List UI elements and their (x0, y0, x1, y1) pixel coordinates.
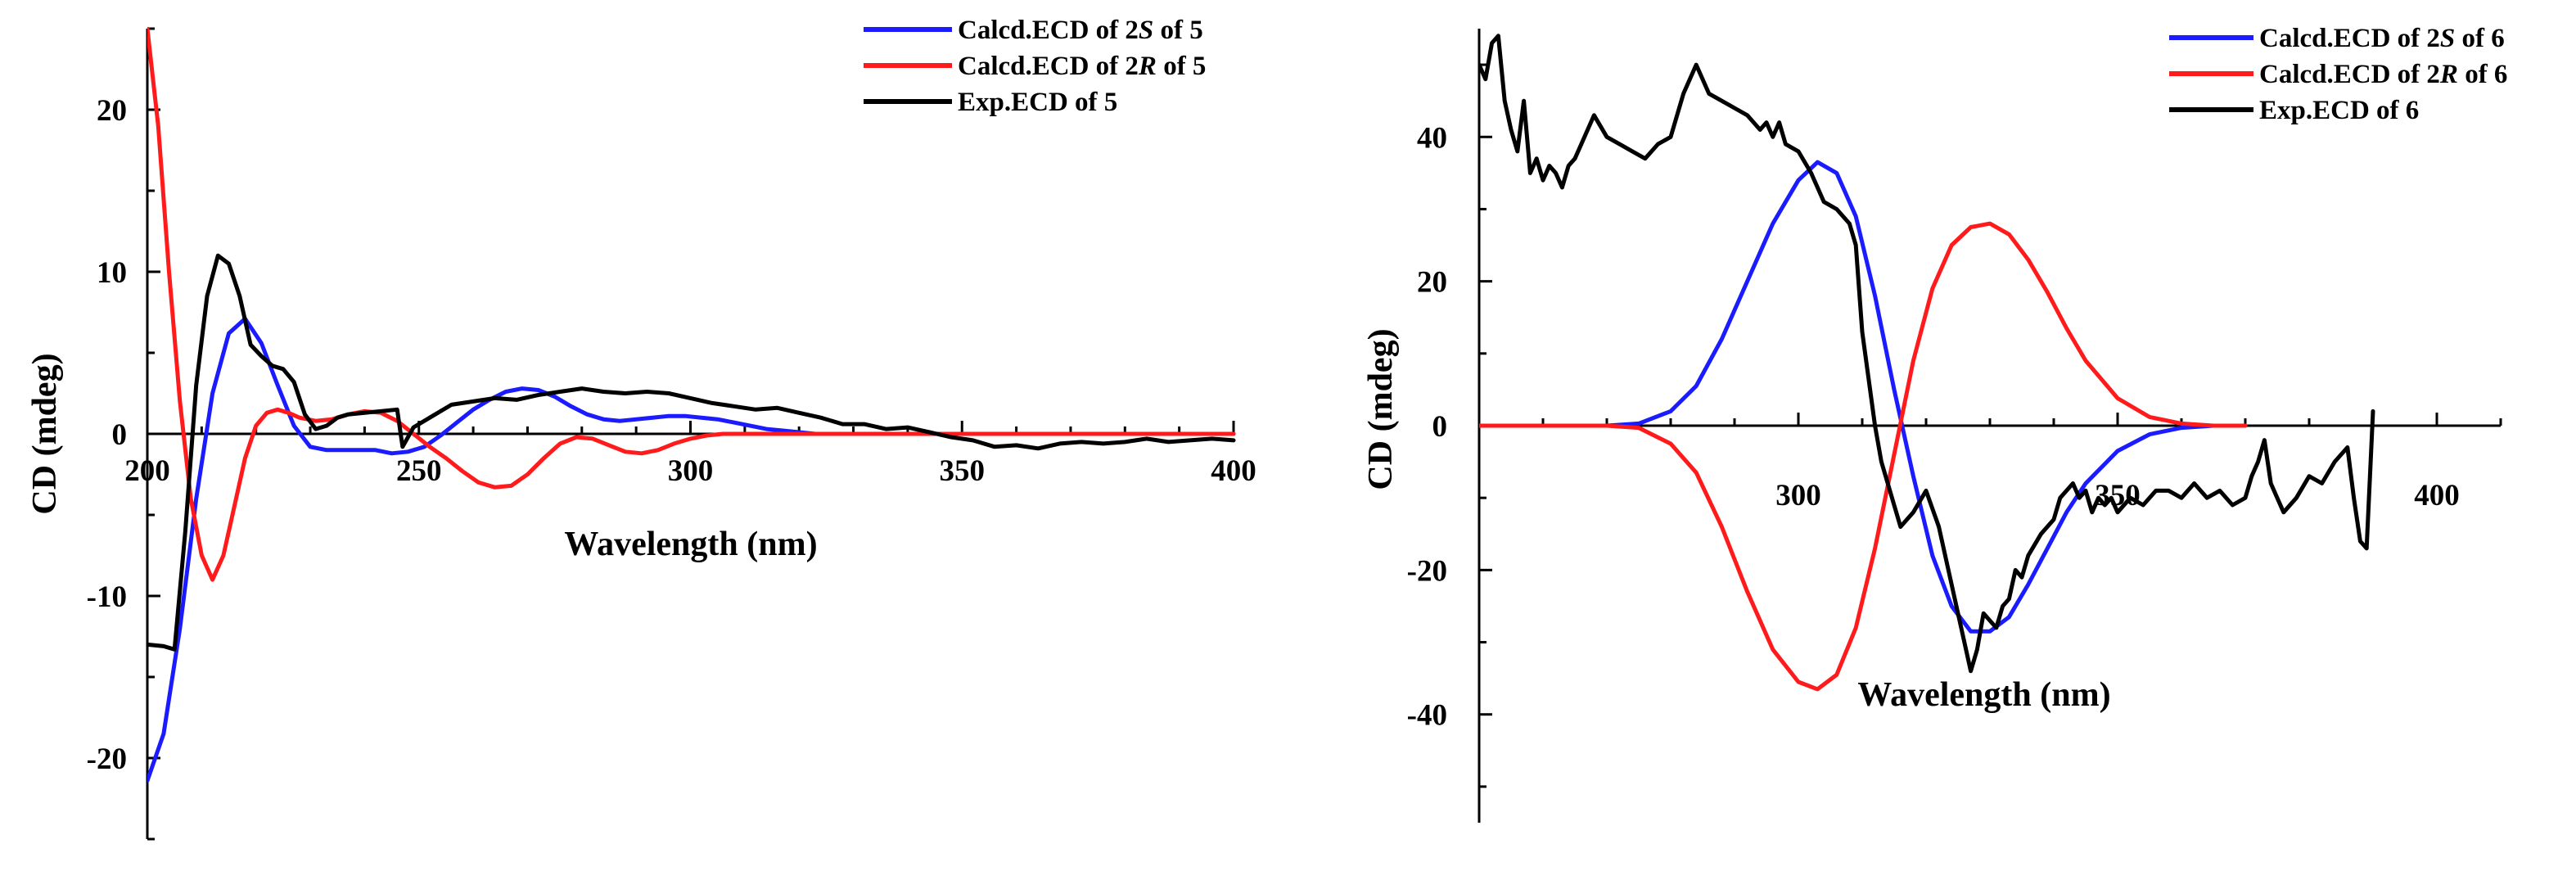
y-tick-label: -10 (87, 580, 127, 614)
y-tick-label: 40 (1417, 121, 1447, 155)
legend-label-3: Exp.ECD of 5 (958, 88, 1117, 117)
chart-left: 20 10 0 -10 -20 200 250 300 350 400 Wavelength (nm… (26, 16, 1256, 841)
series-line-2 (1479, 221, 2248, 692)
x-axis-title: Wavelength (nm) (564, 526, 817, 563)
x-tick-label: 350 (2095, 479, 2141, 512)
y-tick-label: 10 (97, 256, 127, 290)
y-tick-label: -20 (1407, 554, 1447, 588)
y-tick-label: 20 (1417, 266, 1447, 300)
legend-label-1: Calcd.ECD of 2S of 5 (958, 16, 1203, 45)
legend-label-3: Exp.ECD of 6 (2259, 96, 2419, 125)
y-axis-title: CD (mdeg) (26, 353, 64, 514)
legend-label-2: Calcd.ECD of 2R of 6 (2259, 60, 2507, 89)
legend-label-1: Calcd.ECD of 2S of 6 (2259, 24, 2505, 53)
y-tick-label: 0 (1432, 410, 1448, 444)
x-tick-label: 250 (396, 454, 442, 488)
x-tick-label: 400 (2414, 479, 2460, 512)
x-tick-label: 400 (1211, 454, 1256, 488)
series-line-1 (1479, 160, 2248, 634)
y-tick-label: 20 (97, 94, 127, 128)
legend-label-2: Calcd.ECD of 2R of 5 (958, 52, 1206, 81)
x-tick-label: 350 (940, 454, 986, 488)
series-line-3 (1479, 34, 2375, 674)
x-tick-label: 200 (124, 454, 170, 488)
x-tick-label: 300 (1775, 479, 1821, 512)
y-axis-title: CD (mdeg) (1362, 328, 1400, 490)
series-line-2 (147, 27, 1236, 582)
chart-right: 40 20 0 -20 -40 300 350 400 Wavelength (nm) CD (m… (1362, 24, 2507, 823)
x-tick-label: 300 (668, 454, 714, 488)
y-tick-label: -40 (1407, 699, 1447, 733)
series-line-3 (147, 253, 1236, 652)
x-axis-title: Wavelength (nm) (1857, 676, 2110, 714)
y-tick-label: -20 (87, 742, 127, 776)
y-tick-label: 0 (112, 418, 128, 452)
